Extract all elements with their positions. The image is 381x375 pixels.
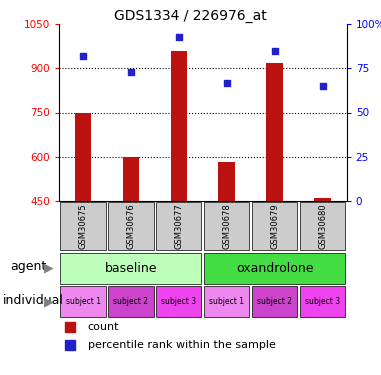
- Text: subject 2: subject 2: [114, 297, 149, 306]
- Point: [176, 34, 182, 40]
- Bar: [314, 198, 331, 201]
- Text: GSM30676: GSM30676: [126, 203, 136, 249]
- Bar: [123, 157, 139, 201]
- Bar: [204, 202, 250, 250]
- Bar: [61, 202, 106, 250]
- Text: subject 3: subject 3: [305, 297, 340, 306]
- Bar: [218, 162, 235, 201]
- Point: [224, 80, 230, 86]
- Bar: [109, 202, 154, 250]
- Text: subject 3: subject 3: [161, 297, 197, 306]
- Text: subject 1: subject 1: [209, 297, 244, 306]
- Bar: [109, 286, 154, 317]
- Text: ▶: ▶: [43, 262, 53, 274]
- Point: [272, 48, 278, 54]
- Bar: [65, 322, 75, 332]
- Text: count: count: [88, 322, 119, 332]
- Text: GSM30678: GSM30678: [223, 203, 231, 249]
- Bar: [156, 286, 202, 317]
- Bar: [65, 340, 75, 350]
- Text: GDS1334 / 226976_at: GDS1334 / 226976_at: [114, 9, 267, 23]
- Bar: [171, 51, 187, 201]
- Bar: [300, 202, 345, 250]
- Text: oxandrolone: oxandrolone: [236, 262, 314, 274]
- Text: GSM30680: GSM30680: [318, 203, 327, 249]
- Bar: [204, 286, 250, 317]
- Text: GSM30679: GSM30679: [270, 203, 279, 249]
- Bar: [300, 286, 345, 317]
- Bar: [252, 286, 297, 317]
- Bar: [61, 253, 202, 284]
- Bar: [156, 202, 202, 250]
- Bar: [75, 112, 91, 201]
- Text: individual: individual: [3, 294, 64, 307]
- Bar: [204, 253, 345, 284]
- Bar: [61, 286, 106, 317]
- Text: GSM30675: GSM30675: [78, 203, 88, 249]
- Text: ▶: ▶: [43, 296, 53, 308]
- Point: [128, 69, 134, 75]
- Text: GSM30677: GSM30677: [174, 203, 183, 249]
- Text: percentile rank within the sample: percentile rank within the sample: [88, 340, 276, 350]
- Text: baseline: baseline: [105, 262, 157, 274]
- Text: subject 2: subject 2: [257, 297, 292, 306]
- Bar: [252, 202, 297, 250]
- Text: agent: agent: [11, 260, 47, 273]
- Point: [80, 53, 86, 59]
- Point: [320, 83, 326, 89]
- Bar: [266, 63, 283, 201]
- Text: subject 1: subject 1: [66, 297, 101, 306]
